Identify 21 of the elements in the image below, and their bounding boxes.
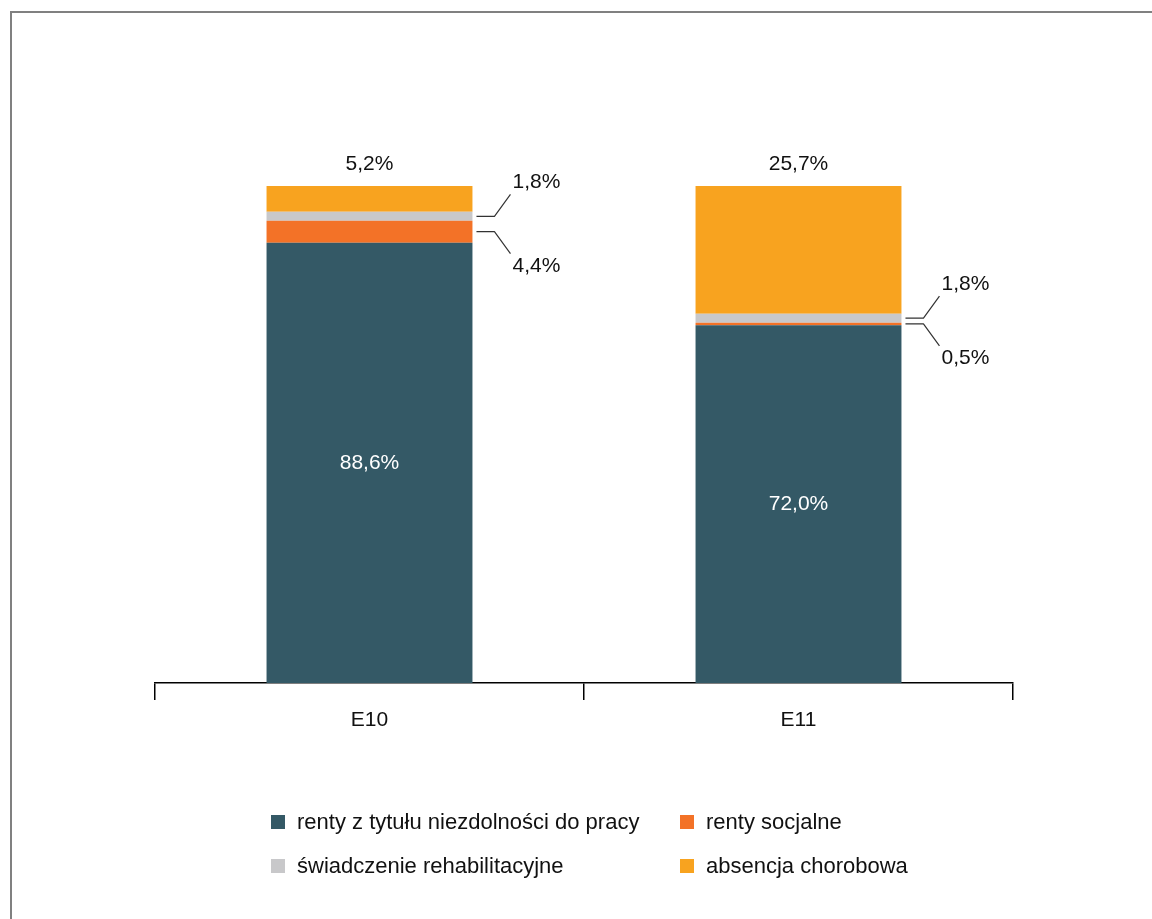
bar (695, 186, 902, 314)
legend-label: renty socjalne (706, 809, 842, 835)
x-tick-label: E10 (350, 707, 389, 731)
data-label: 25,7% (768, 150, 829, 174)
data-label: 1,8% (512, 169, 561, 193)
data-label: 5,2% (345, 150, 394, 174)
legend-label: świadczenie rehabilitacyjne (297, 853, 564, 879)
bar (695, 325, 902, 683)
data-label: 72,0% (768, 490, 829, 514)
data-label: 0,5% (941, 344, 990, 368)
data-label: 1,8% (941, 271, 990, 294)
legend-label: absencja chorobowa (706, 853, 908, 879)
data-label: 4,4% (512, 252, 561, 276)
bar (695, 313, 902, 323)
bar (266, 242, 473, 683)
bar (266, 186, 473, 212)
data-label: 88,6% (339, 449, 400, 473)
bar (266, 220, 473, 243)
x-tick-label: E11 (780, 707, 817, 731)
legend-label: renty z tytułu niezdolności do pracy (297, 809, 640, 835)
bar (266, 211, 473, 221)
